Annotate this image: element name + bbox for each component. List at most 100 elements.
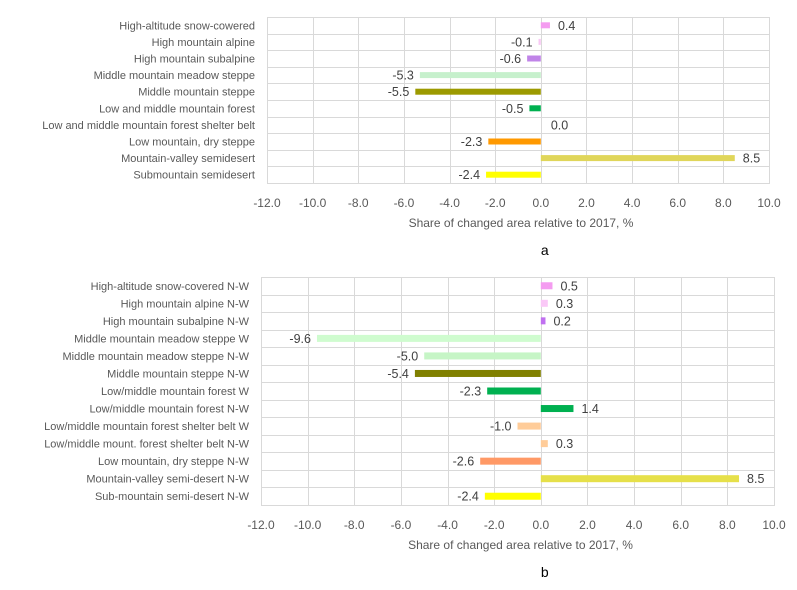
bar [316,334,541,342]
x-tick-label: -12.0 [253,196,281,210]
category-label: Low mountain, dry steppe [129,137,255,149]
x-tick-label: 4.0 [624,196,641,210]
x-tick-label: -8.0 [348,196,369,210]
category-label: High-altitude snow-covered N-W [91,281,250,293]
data-label: -2.3 [461,135,483,149]
data-label: 0.4 [558,19,575,33]
bar [415,88,541,95]
data-label: -2.6 [453,455,475,469]
data-label: 8.5 [747,472,764,486]
data-label: -5.4 [387,367,409,381]
x-tick-label: 0.0 [532,518,549,532]
x-tick-label: 10.0 [757,196,781,210]
category-label: Submountain semidesert [133,170,255,182]
category-label: Middle mountain steppe [138,87,255,99]
bar [486,171,541,178]
category-label: High mountain subalpine [134,54,255,66]
x-tick-label: -4.0 [439,196,460,210]
data-label: -9.6 [289,332,311,346]
category-label: Mountain-valley semidesert [121,153,255,165]
x-tick-label: -6.0 [394,196,415,210]
category-label: High mountain alpine [152,37,255,49]
bar [540,22,550,29]
x-tick-label: -2.0 [484,518,505,532]
category-label: Low/middle mountain forest W [101,386,250,398]
bar [480,457,541,465]
data-label: -2.4 [457,490,479,504]
plot-area [261,277,775,506]
bar [540,317,546,325]
data-label: -0.5 [502,102,524,116]
category-label: Middle mountain meadow steppe W [74,333,249,345]
bar [540,155,735,162]
bar [540,475,740,483]
category-label: High mountain subalpine N-W [103,316,250,328]
category-label: Middle mountain meadow steppe [94,70,255,82]
plot-area [267,17,770,184]
category-label: Low/middle mountain forest shelter belt … [44,421,249,433]
panel-label: a [541,242,549,258]
x-tick-label: -8.0 [344,518,365,532]
x-axis-title: Share of changed area relative to 2017, … [408,538,633,552]
data-label: -5.5 [388,85,410,99]
data-label: -5.3 [392,69,414,83]
bar [529,105,541,112]
data-label: 0.5 [560,279,577,293]
bar [419,72,541,79]
x-tick-label: 6.0 [672,518,689,532]
x-tick-label: 10.0 [762,518,786,532]
bar [488,138,541,145]
category-label: High mountain alpine N-W [121,298,250,310]
data-label: -0.6 [500,52,522,66]
data-label: 0.2 [553,314,570,328]
x-tick-label: -6.0 [391,518,412,532]
x-tick-label: -4.0 [437,518,458,532]
bar [540,440,548,448]
bar [424,352,541,360]
x-tick-label: 8.0 [715,196,732,210]
panel-label: b [541,564,549,580]
category-label: Low/middle mount. forest shelter belt N-… [44,439,249,451]
data-label: -2.4 [459,168,481,182]
x-tick-label: 4.0 [626,518,643,532]
data-label: -0.1 [511,35,533,49]
category-label: Middle mountain meadow steppe N-W [63,351,250,363]
data-label: -2.3 [460,385,482,399]
category-label: Sub-mountain semi-desert N-W [95,491,250,503]
x-tick-label: 8.0 [719,518,736,532]
x-tick-label: 0.0 [532,196,549,210]
x-axis-title: Share of changed area relative to 2017, … [409,216,634,230]
bar [484,492,541,500]
bar [540,405,574,413]
data-label: 0.3 [556,437,573,451]
bar [540,299,548,307]
category-label: Low/middle mountain forest N-W [89,404,249,416]
data-label: -1.0 [490,420,512,434]
bar [414,369,541,377]
x-tick-label: 6.0 [669,196,686,210]
data-label: 0.0 [551,118,568,132]
x-tick-label: 2.0 [579,518,596,532]
x-tick-label: -2.0 [485,196,506,210]
x-tick-label: 2.0 [578,196,595,210]
category-label: Mountain-valley semi-desert N-W [86,474,249,486]
x-tick-label: -10.0 [299,196,327,210]
category-label: High-altitude snow-cowered [119,20,255,32]
category-label: Low and middle mountain forest shelter b… [42,120,255,132]
bar [538,38,541,45]
category-label: Low mountain, dry steppe N-W [98,456,250,468]
data-label: -5.0 [397,349,419,363]
bar [487,387,541,395]
data-label: 8.5 [743,152,760,166]
category-label: Middle mountain steppe N-W [107,368,249,380]
data-label: 0.3 [556,297,573,311]
bar [527,55,541,62]
bar [517,422,541,430]
chart-a: -12.0 -10.0 -8.0 -6.0 -4.0 -2.0 0.0 2.0 4.0 6.0 8.… [42,17,781,258]
data-label: 1.4 [581,402,598,416]
x-tick-label: -10.0 [294,518,322,532]
category-label: Low and middle mountain forest [99,103,255,115]
chart-b: -12.0 -10.0 -8.0 -6.0 -4.0 -2.0 0.0 2.0 4.0 6.0 8.… [44,277,786,580]
x-tick-label: -12.0 [247,518,275,532]
